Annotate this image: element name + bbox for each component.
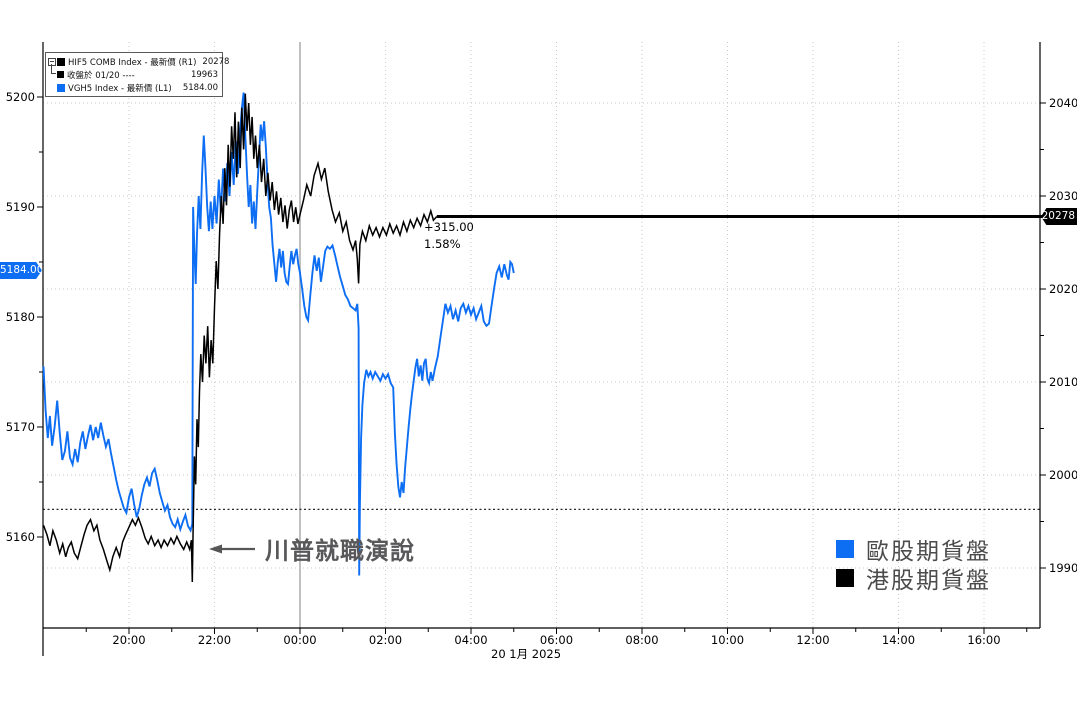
legend-value: 19963 (190, 69, 218, 80)
right-axis-price-tag: 20278 (1041, 208, 1077, 225)
legend-entry-label: 港股期貨盤 (866, 567, 991, 594)
legend-value: 5184.00 (182, 82, 218, 93)
vgh5-swatch-icon (57, 83, 65, 92)
x-axis-date-label: 20 1月 2025 (491, 647, 562, 661)
legend-entry-euro: 歐股期貨盤 (836, 534, 991, 565)
legend-label: 收盤於 01/20 ---- (67, 70, 135, 81)
legend-row-vgh5[interactable]: VGH5 Index - 最新價 (L1) 5184.00 (48, 81, 218, 94)
series-legend: 歐股期貨盤 港股期貨盤 (836, 534, 991, 594)
right-axis-label: 20100 (1049, 375, 1077, 389)
legend-row-prev-close[interactable]: 收盤於 01/20 ---- 19963 (48, 64, 218, 81)
left-axis-label: 5170 (6, 420, 35, 434)
series-line-blue (42, 92, 515, 576)
tree-expander-icon[interactable] (48, 55, 57, 68)
series-line-black (42, 93, 438, 583)
x-tick-label: 12:00 (796, 633, 829, 647)
legend-label: HIF5 COMB Index - 最新價 (R1) (68, 57, 197, 68)
legend-value: 20278 (202, 56, 230, 67)
x-tick-label: 22:00 (198, 633, 231, 647)
tree-child-icon (48, 64, 57, 81)
x-tick-label: 08:00 (625, 633, 658, 647)
legend-entry-hk: 港股期貨盤 (836, 563, 991, 594)
legend-entry-label: 歐股期貨盤 (866, 538, 991, 565)
hif5-swatch-icon (57, 57, 65, 66)
legend-row-hif5[interactable]: HIF5 COMB Index - 最新價 (R1) 20278 (48, 55, 229, 68)
left-axis-label: 5190 (6, 200, 35, 214)
x-tick-label: 16:00 (967, 633, 1000, 647)
legend-label: VGH5 Index - 最新價 (L1) (68, 83, 172, 94)
hk-futures-swatch-icon (836, 568, 854, 587)
right-axis-label: 20300 (1049, 189, 1077, 203)
x-tick-label: 10:00 (711, 633, 744, 647)
right-axis-label: 20200 (1049, 282, 1077, 296)
x-tick-label: 02:00 (369, 633, 402, 647)
x-tick-label: 06:00 (540, 633, 573, 647)
close-swatch-icon (57, 71, 64, 78)
left-axis-label: 5160 (6, 530, 35, 544)
x-tick-label: 00:00 (283, 633, 316, 647)
left-axis-price-tag: 5184.00 (0, 262, 42, 279)
change-percent: 1.58% (424, 237, 461, 251)
security-legend-box: HIF5 COMB Index - 最新價 (R1) 20278 收盤於 01/… (45, 52, 229, 97)
event-annotation-text: 川普就職演說 (265, 537, 415, 565)
left-axis-label: 5200 (6, 90, 35, 104)
x-tick-label: 04:00 (454, 633, 487, 647)
left-axis-label: 5180 (6, 310, 35, 324)
event-annotation: 川普就職演說 (209, 531, 415, 566)
right-axis-label: 20000 (1049, 468, 1077, 482)
right-axis-label: 19900 (1049, 561, 1077, 575)
left-arrow-icon (209, 544, 255, 553)
change-points: +315.00 (424, 220, 474, 234)
x-tick-label: 14:00 (882, 633, 915, 647)
right-axis-label: 20400 (1049, 96, 1077, 110)
x-tick-label: 20:00 (112, 633, 145, 647)
change-label: +315.00 1.58% (424, 219, 474, 253)
euro-futures-swatch-icon (836, 539, 854, 558)
